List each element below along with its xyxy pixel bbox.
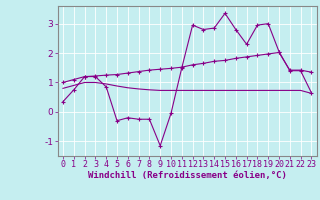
X-axis label: Windchill (Refroidissement éolien,°C): Windchill (Refroidissement éolien,°C) [88,171,287,180]
